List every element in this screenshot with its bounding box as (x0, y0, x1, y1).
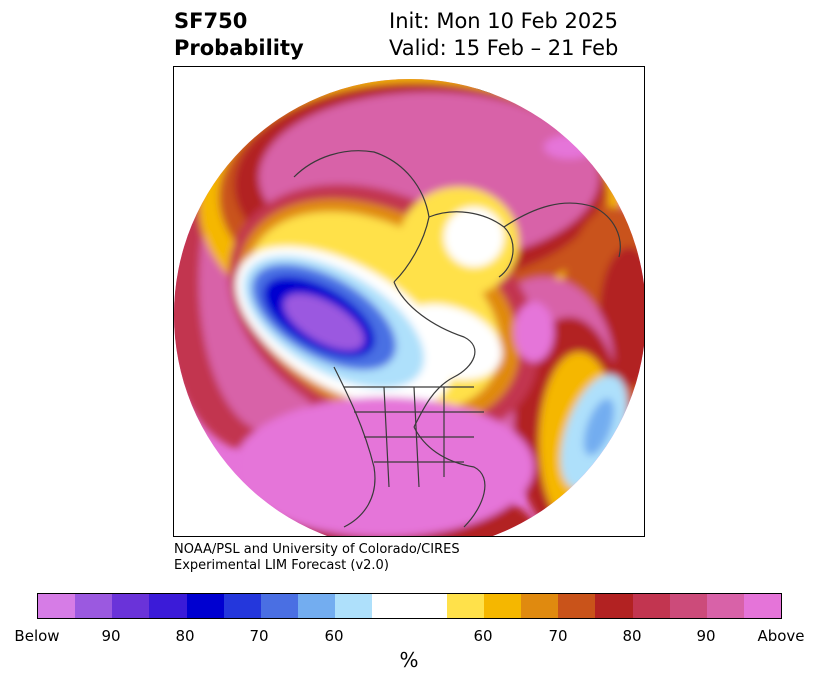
colorbar-tick-label: 60 (324, 627, 344, 645)
colorbar-segment (149, 594, 187, 618)
colorbar-tick-label: 70 (548, 627, 568, 645)
title-line2: Probability (174, 36, 304, 60)
title-right: Init: Mon 10 Feb 2025 Valid: 15 Feb – 21… (389, 8, 618, 62)
colorbar-tick-label: 70 (249, 627, 269, 645)
colorbar-segment (706, 594, 744, 618)
colorbar-segment (298, 594, 336, 618)
credit: NOAA/PSL and University of Colorado/CIRE… (174, 542, 460, 574)
credit-line2: Experimental LIM Forecast (v2.0) (174, 558, 389, 573)
colorbar-segment (335, 594, 373, 618)
colorbar (37, 593, 782, 619)
shade-east-band-inner (599, 247, 644, 387)
colorbar-segment (186, 594, 224, 618)
colorbar-segment (669, 594, 707, 618)
colorbar-tick-label: 80 (175, 627, 195, 645)
colorbar-segment (558, 594, 596, 618)
colorbar-segment (112, 594, 150, 618)
colorbar-tick-label: Below (14, 627, 60, 645)
title-left: SF750 Probability (174, 8, 304, 62)
valid-range: Valid: 15 Feb – 21 Feb (389, 36, 619, 60)
colorbar-unit: % (399, 648, 419, 672)
shade-northeast-bright-magenta (544, 135, 594, 159)
colorbar-segment (409, 594, 447, 618)
coastlines (293, 86, 621, 528)
colorbar-segment (75, 594, 113, 618)
colorbar-segment (632, 594, 670, 618)
probability-map (174, 79, 644, 536)
colorbar-segment (260, 594, 299, 618)
colorbar-segment (743, 594, 782, 618)
colorbar-segment (38, 594, 76, 618)
colorbar-segment (446, 594, 484, 618)
colorbar-segment (223, 594, 261, 618)
colorbar-segment (521, 594, 559, 618)
colorbar-tick-label: 90 (696, 627, 716, 645)
colorbar-tick-label: 80 (622, 627, 642, 645)
colorbar-tick-label: 90 (101, 627, 121, 645)
init-date: Init: Mon 10 Feb 2025 (389, 9, 618, 33)
shade-atlantic-blue (583, 398, 615, 456)
map-frame (173, 66, 645, 537)
colorbar-segment (483, 594, 522, 618)
shade-central-magenta (234, 397, 534, 536)
colorbar-segment (372, 594, 410, 618)
colorbar-segment (595, 594, 633, 618)
colorbar-tick-label: 60 (473, 627, 493, 645)
title-line1: SF750 (174, 9, 248, 33)
shade-pole-white (444, 207, 504, 267)
shade-cold-violet (283, 293, 365, 351)
credit-line1: NOAA/PSL and University of Colorado/CIRE… (174, 542, 460, 557)
colorbar-tick-label: Above (757, 627, 805, 645)
shade-east-bright-magenta (514, 302, 554, 362)
